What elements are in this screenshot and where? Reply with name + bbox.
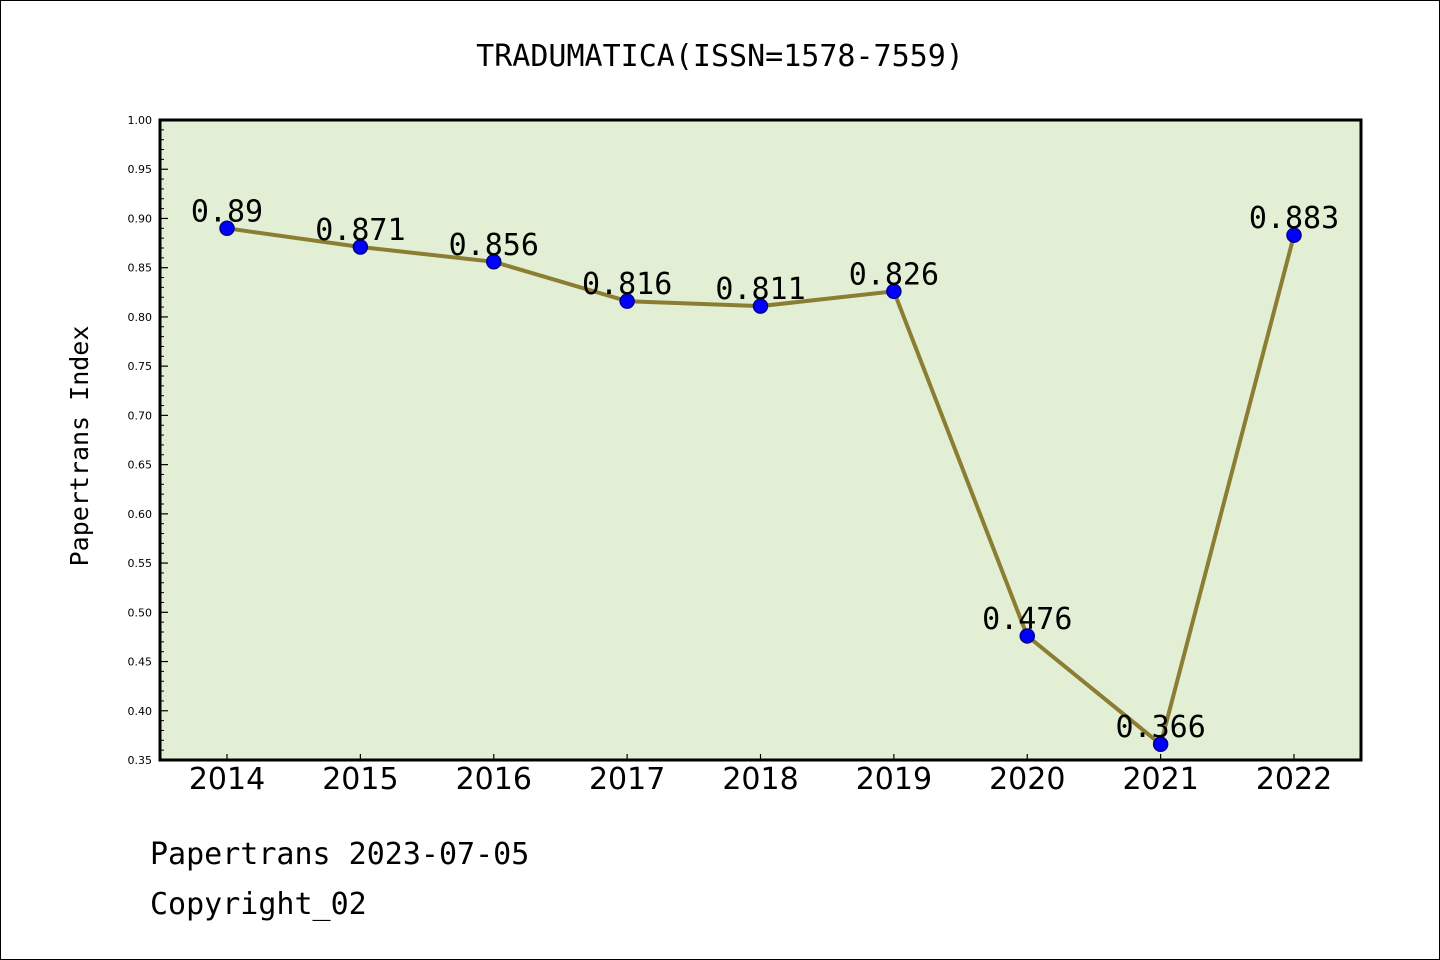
data-labels: 0.89 0.871 0.856 0.816 0.811 0.826 0.476 0.366 0…: [191, 194, 1339, 745]
data-label: 0.871: [315, 213, 405, 248]
data-point: [1152, 736, 1169, 752]
x-tick-label: 2018: [722, 762, 798, 797]
footer-copyright-text: Copyright_02: [150, 887, 367, 922]
data-point: [886, 283, 902, 300]
plot-area: [160, 120, 1361, 760]
y-axis: 0.35 0.40 0.45 0.50 0.55 0.60 0.65 0.70 0.75 0.80…: [128, 114, 168, 767]
y-tick-label: 0.45: [128, 656, 153, 669]
x-tick-label: 2014: [189, 762, 265, 797]
data-point: [1019, 628, 1035, 644]
y-tick-label: 0.95: [128, 163, 153, 176]
x-tick-label: 2022: [1256, 762, 1332, 797]
data-label: 0.89: [191, 194, 263, 229]
plot-border: [158, 118, 1363, 762]
data-label: 0.811: [715, 272, 805, 307]
y-tick-label: 1.00: [128, 114, 153, 127]
y-tick-label: 0.35: [128, 754, 153, 767]
y-tick-label: 0.85: [128, 262, 153, 275]
y-axis-label: Papertrans Index: [65, 326, 94, 567]
y-tick-label: 0.90: [128, 212, 153, 225]
y-tick-label: 0.60: [128, 508, 153, 521]
x-tick-label: 2017: [589, 762, 665, 797]
data-label: 0.856: [449, 228, 539, 263]
series-markers: [219, 220, 1302, 752]
y-tick-label: 0.70: [128, 409, 153, 422]
chart-title: TRADUMATICA(ISSN=1578-7559): [476, 39, 964, 74]
x-axis: 2014 2015 2016 2017 2018 2019 2020 2021 2022: [189, 754, 1332, 797]
data-label: 0.826: [849, 257, 939, 292]
data-label: 0.883: [1249, 201, 1339, 236]
data-label: 0.476: [982, 602, 1072, 637]
y-tick-label: 0.55: [128, 557, 153, 570]
footer-date-text: Papertrans 2023-07-05: [150, 837, 529, 872]
data-point: [752, 298, 769, 314]
x-tick-label: 2019: [856, 762, 932, 797]
y-tick-label: 0.40: [128, 705, 153, 718]
y-tick-label: 0.50: [128, 606, 153, 619]
data-point: [1286, 227, 1302, 243]
data-label: 0.816: [582, 267, 672, 302]
x-tick-label: 2021: [1122, 762, 1198, 797]
data-point: [352, 239, 369, 255]
y-tick-label: 0.75: [128, 360, 153, 373]
data-point: [486, 254, 502, 270]
data-label: 0.366: [1115, 710, 1205, 745]
data-point: [219, 220, 235, 237]
data-point: [619, 293, 635, 309]
x-tick-label: 2015: [322, 762, 398, 797]
x-tick-label: 2020: [989, 762, 1065, 797]
y-tick-label: 0.80: [128, 311, 153, 324]
y-tick-label: 0.65: [128, 459, 153, 472]
x-tick-label: 2016: [456, 762, 532, 797]
